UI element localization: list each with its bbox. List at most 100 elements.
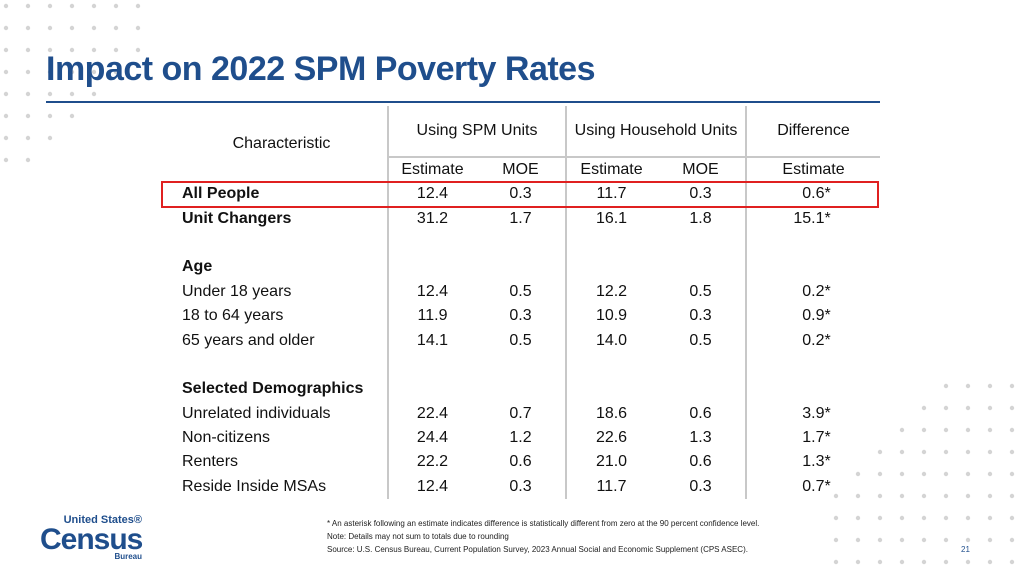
spm-moe: 0.5 [509,282,532,300]
row-label: Unit Changers [182,209,292,227]
decorative-dots-top-left [0,0,170,190]
table-row: Unrelated individuals 22.4 0.7 18.6 0.6 3.9* [176,401,881,426]
table-row: Age [176,255,881,280]
logo-line-bureau: Bureau [114,552,142,561]
difference-estimate: 0.9 [802,307,825,325]
row-label: All People [182,185,260,203]
page-number: 21 [961,545,970,554]
table-row: 65 years and older 14.1 0.5 14.0 0.5 0.2* [176,328,881,353]
household-moe: 0.3 [689,477,712,495]
row-label: Age [182,258,213,276]
difference-cell: 0.7* [745,474,881,500]
spm-estimate: 22.4 [387,401,476,426]
difference-cell: 0.2* [745,279,881,304]
page-title: Impact on 2022 SPM Poverty Rates [46,50,596,88]
census-bureau-logo: United States® Census Bureau [40,514,143,561]
footnote-note: Note: Details may not sum to totals due … [327,532,509,541]
household-estimate: 10.9 [565,303,657,329]
header-difference: Difference [745,106,881,157]
row-label: Reside Inside MSAs [182,477,327,495]
spm-moe: 0.6 [509,453,532,471]
spm-estimate: 14.1 [387,328,476,353]
row-label: Unrelated individuals [182,404,331,422]
spm-estimate: 12.4 [387,474,476,500]
difference-estimate: 3.9 [802,404,825,422]
difference-cell: 0.2* [745,328,881,353]
significance-marker: * [824,429,831,447]
subheader-spm-estimate: Estimate [387,156,476,182]
significance-marker: * [824,282,831,300]
spm-moe: 1.7 [509,209,532,227]
household-estimate: 11.7 [565,474,657,500]
spm-moe: 0.7 [509,404,532,422]
significance-marker: * [824,404,831,422]
logo-line-census: Census [40,523,143,556]
footnote-asterisk: * An asterisk following an estimate indi… [327,519,760,528]
spm-estimate: 12.4 [387,182,476,207]
difference-cell: 0.6* [745,182,881,207]
difference-estimate: 15.1 [793,209,825,227]
spm-estimate: 31.2 [387,206,476,231]
difference-cell: 3.9* [745,401,881,426]
spm-moe: 0.3 [509,307,532,325]
table-row: All People 12.4 0.3 11.7 0.3 0.6* [176,182,881,207]
header-characteristic: Characteristic [232,135,331,152]
header-spm-units: Using SPM Units [386,106,567,157]
household-estimate: 18.6 [565,401,657,426]
household-moe: 0.3 [689,307,712,325]
spm-estimate: 11.9 [387,303,476,329]
row-label: Renters [182,453,239,471]
spm-estimate: 24.4 [387,425,476,451]
spm-estimate: 12.4 [387,279,476,304]
difference-cell: 15.1* [745,206,881,231]
household-moe: 0.6 [689,453,712,471]
difference-estimate: 0.2 [802,282,825,300]
row-label: Under 18 years [182,282,292,300]
poverty-rates-table: Characteristic Using SPM Units Using Hou… [176,106,881,500]
footnote-source: Source: U.S. Census Bureau, Current Popu… [327,545,748,554]
footnotes: * An asterisk following an estimate indi… [327,517,759,556]
subheader-hh-estimate: Estimate [565,156,657,182]
table-row: Unit Changers 31.2 1.7 16.1 1.8 15.1* [176,206,881,231]
difference-cell: 1.7* [745,425,881,451]
table-row: Reside Inside MSAs 12.4 0.3 11.7 0.3 0.7* [176,474,881,500]
difference-estimate: 1.7 [802,429,825,447]
significance-marker: * [824,331,831,349]
spacer-row [176,230,881,256]
difference-cell: 0.9* [745,303,881,329]
header-household-units: Using Household Units [565,106,747,157]
household-moe: 1.3 [689,429,712,447]
row-label: 65 years and older [182,331,315,349]
household-estimate: 12.2 [565,279,657,304]
subheader-hh-moe: MOE [656,156,747,182]
household-estimate: 16.1 [565,206,657,231]
row-label: Non-citizens [182,429,271,447]
table-row: Non-citizens 24.4 1.2 22.6 1.3 1.7* [176,425,881,451]
household-estimate: 14.0 [565,328,657,353]
spacer-row [176,352,881,378]
difference-estimate: 0.6 [802,185,825,203]
difference-estimate: 0.7 [802,477,825,495]
difference-estimate: 1.3 [802,453,825,471]
household-moe: 0.3 [689,185,712,203]
all-people-highlight-box [161,181,879,208]
row-label: Selected Demographics [182,380,364,398]
table-row: Under 18 years 12.4 0.5 12.2 0.5 0.2* [176,279,881,304]
difference-cell: 1.3* [745,450,881,475]
household-estimate: 21.0 [565,450,657,475]
spm-moe: 1.2 [509,429,532,447]
household-moe: 1.8 [689,209,712,227]
table-row: 18 to 64 years 11.9 0.3 10.9 0.3 0.9* [176,303,881,329]
significance-marker: * [824,185,831,203]
spm-moe: 0.3 [509,477,532,495]
spm-moe: 0.3 [509,185,532,203]
significance-marker: * [824,453,831,471]
decorative-dots-bottom-right [830,380,1024,576]
household-moe: 0.5 [689,282,712,300]
household-estimate: 11.7 [565,182,657,207]
subheader-diff-estimate: Estimate [745,156,881,182]
household-moe: 0.6 [689,404,712,422]
significance-marker: * [824,209,831,227]
logo-line-united-states: United States® [63,514,142,526]
table-row: Renters 22.2 0.6 21.0 0.6 1.3* [176,450,881,475]
